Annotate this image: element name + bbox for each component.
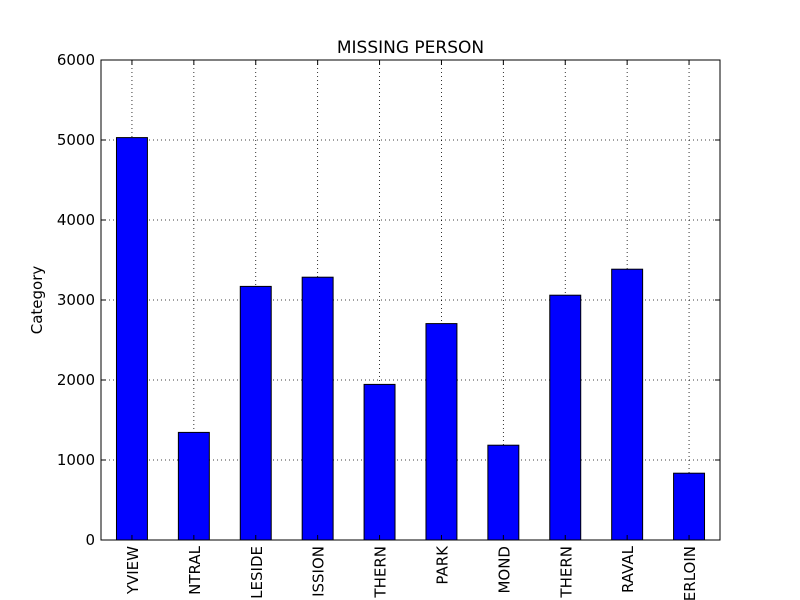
y-axis-label: Category bbox=[28, 266, 46, 335]
bar bbox=[301, 276, 334, 541]
bar bbox=[425, 323, 458, 541]
x-tick-label: ISSION bbox=[310, 546, 328, 597]
x-tick-label: THERN bbox=[372, 546, 390, 599]
bar bbox=[673, 472, 706, 541]
x-tick-label: RAVAL bbox=[619, 545, 637, 593]
y-tick-label: 0 bbox=[85, 531, 95, 549]
bar bbox=[363, 383, 396, 541]
x-tick-label: PARK bbox=[433, 545, 451, 585]
y-tick-label: 5000 bbox=[57, 131, 95, 149]
y-tick-label: 2000 bbox=[57, 371, 95, 389]
x-tick-label: THERN bbox=[557, 546, 575, 599]
y-tick-label: 1000 bbox=[57, 451, 95, 469]
x-tick-label: NTRAL bbox=[186, 545, 204, 594]
chart-title: MISSING PERSON bbox=[337, 38, 484, 58]
bars bbox=[115, 137, 706, 541]
bar bbox=[115, 137, 148, 541]
x-tick-label: YVIEW bbox=[124, 546, 142, 595]
bar bbox=[611, 268, 644, 541]
bar bbox=[239, 285, 272, 541]
tick-labels: 0 1000 2000 3000 4000 5000 6000 YVIEW NTRAL LESID… bbox=[57, 51, 699, 600]
bar bbox=[487, 444, 520, 541]
y-tick-label: 6000 bbox=[57, 51, 95, 69]
axis-ticks bbox=[101, 59, 720, 541]
bar bbox=[549, 294, 582, 541]
x-tick-label: ERLOIN bbox=[681, 546, 699, 600]
y-tick-label: 4000 bbox=[57, 211, 95, 229]
y-tick-label: 3000 bbox=[57, 291, 95, 309]
x-tick-label: MOND bbox=[495, 546, 513, 594]
x-tick-label: LESIDE bbox=[248, 546, 266, 599]
bar bbox=[177, 431, 210, 541]
